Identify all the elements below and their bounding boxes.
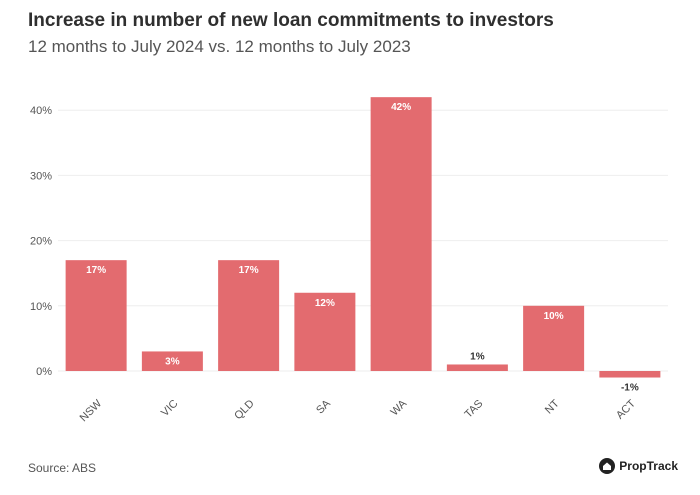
source-note: Source: ABS [28,461,97,475]
bar-nt [523,305,585,371]
bars [65,97,661,378]
x-tick-label-nsw: NSW [78,397,105,424]
bar-qld [218,260,280,371]
chart-title: Increase in number of new loan commitmen… [28,10,554,31]
y-tick-label: 10% [30,301,52,313]
bar-vic [141,351,203,371]
data-label-sa: 12% [315,298,335,309]
x-tick-label-tas: TAS [462,398,485,421]
y-axis-ticks: 0% 10% 20% 30% 40% [30,105,52,378]
x-axis-ticks: NSW VIC QLD SA WA TAS NT ACT [78,397,639,424]
x-tick-label-act: ACT [614,397,638,421]
x-tick-label-sa: SA [314,397,333,416]
bar-wa [370,97,432,371]
bar-tas [446,364,508,371]
x-tick-label-nt: NT [543,397,562,416]
y-tick-label: 0% [36,366,52,378]
y-tick-label: 20% [30,236,52,248]
data-label-act: -1% [621,383,639,394]
y-tick-label: 30% [30,170,52,182]
data-label-tas: 1% [470,351,485,362]
bar-act [599,371,661,378]
y-tick-label: 40% [30,105,52,117]
bar-sa [294,292,356,371]
data-label-wa: 42% [391,102,411,113]
proptrack-logo-icon [599,458,616,474]
data-label-qld: 17% [239,265,259,276]
data-labels: 17% 3% 17% 12% 42% 1% 10% -1% [86,102,639,393]
x-tick-label-wa: WA [389,397,410,418]
data-label-nt: 10% [544,311,564,322]
x-tick-label-qld: QLD [232,398,257,423]
bar-nsw [65,260,127,371]
chart-subtitle: 12 months to July 2024 vs. 12 months to … [28,37,411,56]
brand-name: PropTrack [619,459,678,473]
data-label-nsw: 17% [86,265,106,276]
data-label-vic: 3% [165,356,180,367]
x-tick-label-vic: VIC [159,398,180,419]
brand-logo: PropTrack [599,458,678,474]
